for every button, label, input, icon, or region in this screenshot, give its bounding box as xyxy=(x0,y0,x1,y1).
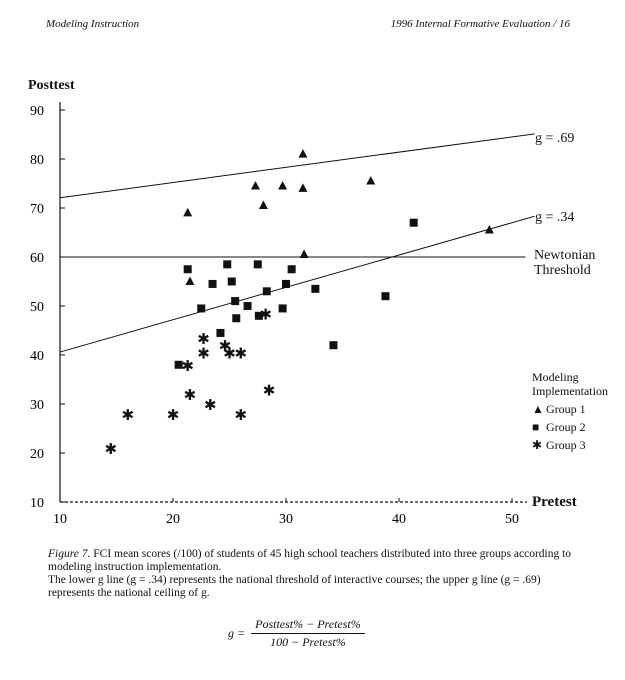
group2-point xyxy=(232,314,241,323)
group2-point xyxy=(254,311,263,320)
group1-point xyxy=(185,276,195,285)
group3-point: ✱ xyxy=(197,330,210,348)
group1-point xyxy=(183,207,193,217)
group2-point xyxy=(287,265,296,274)
group3-point: ✱ xyxy=(122,406,135,424)
legend-label: Group 3 xyxy=(546,438,586,452)
group1-point xyxy=(298,183,308,192)
legend-title: Modeling Implementation xyxy=(532,370,608,398)
group1-point xyxy=(484,225,494,234)
group2-point xyxy=(278,304,287,313)
group3-point: ✱ xyxy=(181,357,194,375)
formula-lhs: g = xyxy=(228,626,246,640)
asterisk-icon: ✱ xyxy=(532,438,543,452)
x-tick-label: 10 xyxy=(53,512,67,527)
line-label-g034: g = .34 xyxy=(535,210,575,225)
line-label-g069: g = .69 xyxy=(535,131,575,146)
group3-point: ✱ xyxy=(219,337,232,355)
x-tick-label: 40 xyxy=(392,512,406,527)
group2-point xyxy=(262,287,271,296)
group2-point xyxy=(311,284,320,293)
group2-point xyxy=(197,304,206,313)
y-tick-label: 20 xyxy=(30,447,44,462)
group2-point xyxy=(381,292,390,301)
reference-line-1 xyxy=(59,215,535,353)
caption-line2: The lower g line (g = .34) represents th… xyxy=(48,574,541,599)
x-axis-label: Pretest xyxy=(532,494,577,510)
y-tick-label: 40 xyxy=(30,349,44,364)
legend-label: Group 1 xyxy=(546,402,586,416)
group1-point xyxy=(250,180,260,190)
group2-point xyxy=(253,260,262,269)
formula-numerator: Posttest% − Pretest% xyxy=(251,617,365,634)
group1-point xyxy=(298,149,308,158)
legend-item-group2: ■ Group 2 xyxy=(532,420,625,434)
group2-point xyxy=(223,260,232,269)
formula-fraction: Posttest% − Pretest% 100 − Pretest% xyxy=(251,617,365,650)
group3-point: ✱ xyxy=(235,406,248,424)
caption-line1: FCI mean scores (/100) of students of 45… xyxy=(48,548,572,573)
group1-point xyxy=(278,180,288,190)
figure-caption: Figure 7. FCI mean scores (/100) of stud… xyxy=(48,548,588,600)
y-tick-label: 30 xyxy=(30,398,44,413)
group3-point: ✱ xyxy=(167,406,180,424)
group1-point xyxy=(258,200,268,210)
y-tick-label: 60 xyxy=(30,251,44,266)
formula: g = Posttest% − Pretest% 100 − Pretest% xyxy=(228,617,365,650)
y-tick-label: 10 xyxy=(30,496,44,511)
caption-figure-label: Figure 7. xyxy=(48,548,91,560)
y-tick-label: 90 xyxy=(30,104,44,119)
group2-point xyxy=(174,360,183,369)
y-tick-label: 80 xyxy=(30,153,44,168)
triangle-icon: ▲ xyxy=(532,402,544,416)
square-icon: ■ xyxy=(532,420,540,434)
group3-point: ✱ xyxy=(223,345,236,363)
x-tick-label: 30 xyxy=(279,512,293,527)
group2-point xyxy=(208,279,217,288)
group3-point: ✱ xyxy=(235,345,248,363)
x-tick-label: 20 xyxy=(166,512,180,527)
header-left: Modeling Instruction xyxy=(46,18,140,30)
legend: Modeling Implementation ▲ Group 1 ■ Group … xyxy=(532,370,625,452)
legend-item-group3: ✱ Group 3 xyxy=(532,438,625,452)
group3-point: ✱ xyxy=(184,386,197,404)
y-tick-label: 50 xyxy=(30,300,44,315)
group1-point xyxy=(366,176,376,185)
legend-item-group1: ▲ Group 1 xyxy=(532,402,625,416)
group2-point xyxy=(183,265,192,274)
y-axis-label: Posttest xyxy=(28,78,75,93)
formula-denominator: 100 − Pretest% xyxy=(270,635,346,649)
group2-point xyxy=(227,277,236,286)
group2-point xyxy=(409,218,418,227)
group2-point xyxy=(216,328,225,337)
reference-line-0 xyxy=(59,133,535,199)
group2-point xyxy=(231,297,240,306)
group3-point: ✱ xyxy=(204,396,217,414)
x-tick-label: 50 xyxy=(505,512,519,527)
group1-point xyxy=(299,249,309,259)
group3-point: ✱ xyxy=(259,305,272,323)
group3-point: ✱ xyxy=(105,440,118,458)
group3-point: ✱ xyxy=(263,381,276,399)
group2-point xyxy=(243,302,252,310)
group3-point: ✱ xyxy=(197,345,210,363)
group2-point xyxy=(329,341,338,350)
y-tick-label: 70 xyxy=(30,202,44,217)
line-label-newtonian: Newtonian Threshold xyxy=(534,248,596,278)
legend-label: Group 2 xyxy=(546,420,586,434)
group2-point xyxy=(282,279,290,288)
header-right: 1996 Internal Formative Evaluation / 16 xyxy=(390,18,570,30)
